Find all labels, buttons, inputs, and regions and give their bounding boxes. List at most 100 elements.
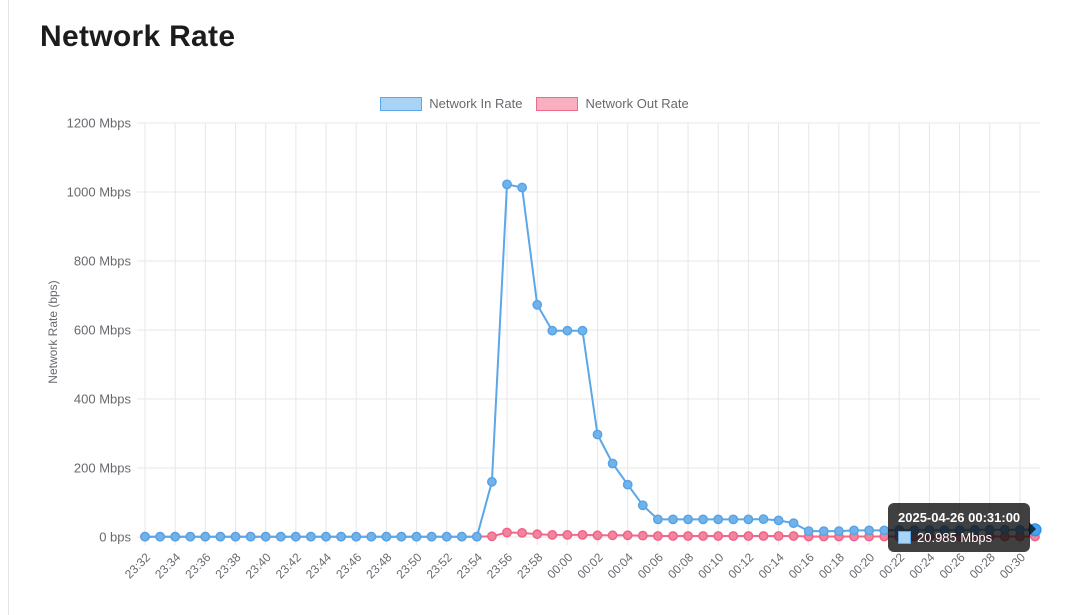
y-tick-label: 600 Mbps bbox=[74, 323, 132, 338]
x-tick-label: 00:02 bbox=[575, 550, 606, 581]
network-out-point[interactable] bbox=[532, 529, 543, 540]
network-in-point[interactable] bbox=[532, 299, 543, 310]
network-in-point[interactable] bbox=[396, 531, 407, 542]
network-in-point[interactable] bbox=[818, 526, 829, 536]
network-out-point[interactable] bbox=[502, 527, 512, 538]
tooltip-timestamp: 2025-04-26 00:31:00 bbox=[898, 510, 1021, 525]
network-in-point[interactable] bbox=[773, 515, 784, 526]
tooltip-series-row: 20.985 Mbps bbox=[898, 530, 1020, 545]
x-tick-label: 23:54 bbox=[454, 550, 485, 581]
network-in-point[interactable] bbox=[728, 514, 739, 525]
network-in-point[interactable] bbox=[849, 525, 859, 536]
network-in-point[interactable] bbox=[230, 531, 241, 542]
network-in-point[interactable] bbox=[275, 531, 286, 542]
network-in-point[interactable] bbox=[351, 531, 362, 542]
tooltip-series-swatch-icon bbox=[898, 531, 911, 544]
x-tick-label: 23:40 bbox=[243, 550, 274, 581]
network-in-point[interactable] bbox=[441, 531, 452, 542]
network-out-point[interactable] bbox=[653, 531, 663, 541]
network-in-point[interactable] bbox=[758, 514, 769, 524]
tooltip-caret-icon bbox=[1029, 522, 1043, 536]
network-out-point[interactable] bbox=[562, 530, 573, 540]
network-out-point[interactable] bbox=[683, 531, 693, 541]
network-in-point[interactable] bbox=[683, 514, 693, 525]
y-tick-label: 200 Mbps bbox=[74, 461, 132, 476]
network-in-point[interactable] bbox=[471, 531, 482, 542]
network-in-point[interactable] bbox=[834, 526, 844, 536]
network-in-point[interactable] bbox=[245, 531, 256, 542]
network-in-point[interactable] bbox=[215, 531, 226, 542]
legend-label-network-out: Network Out Rate bbox=[585, 96, 689, 111]
network-in-point[interactable] bbox=[185, 531, 196, 542]
network-out-point[interactable] bbox=[592, 530, 603, 541]
network-in-point[interactable] bbox=[577, 325, 588, 336]
network-out-point[interactable] bbox=[773, 531, 784, 541]
network-out-point[interactable] bbox=[713, 531, 724, 541]
x-tick-label: 23:42 bbox=[273, 550, 304, 581]
network-in-point[interactable] bbox=[366, 531, 377, 542]
network-out-point[interactable] bbox=[547, 530, 558, 540]
network-in-point[interactable] bbox=[547, 325, 558, 336]
network-in-point[interactable] bbox=[321, 531, 331, 542]
network-out-point[interactable] bbox=[607, 530, 618, 541]
network-out-point[interactable] bbox=[668, 531, 678, 541]
network-in-point[interactable] bbox=[140, 531, 150, 542]
network-in-swatch-icon bbox=[380, 96, 423, 111]
network-out-point[interactable] bbox=[788, 531, 799, 541]
network-out-point[interactable] bbox=[728, 531, 739, 541]
network-in-point[interactable] bbox=[713, 514, 724, 525]
x-tick-label: 00:16 bbox=[786, 550, 817, 581]
x-tick-label: 00:28 bbox=[967, 550, 998, 581]
x-tick-label: 00:12 bbox=[725, 550, 756, 581]
network-in-point[interactable] bbox=[668, 514, 678, 525]
network-in-point[interactable] bbox=[743, 514, 754, 525]
network-in-point[interactable] bbox=[788, 518, 799, 529]
network-out-point[interactable] bbox=[577, 530, 588, 540]
network-in-point[interactable] bbox=[155, 531, 166, 542]
network-in-point[interactable] bbox=[864, 525, 874, 536]
network-in-point[interactable] bbox=[562, 325, 573, 336]
y-axis-title: Network Rate (bps) bbox=[46, 280, 60, 384]
legend-item-network-out[interactable]: Network Out Rate bbox=[536, 96, 689, 111]
network-in-point[interactable] bbox=[381, 531, 392, 542]
network-in-point[interactable] bbox=[653, 514, 663, 525]
tooltip-value: 20.985 Mbps bbox=[917, 530, 993, 545]
network-in-point[interactable] bbox=[517, 182, 527, 193]
network-in-point[interactable] bbox=[502, 179, 512, 190]
network-in-point[interactable] bbox=[486, 476, 497, 487]
network-in-point[interactable] bbox=[592, 429, 603, 440]
network-in-point[interactable] bbox=[607, 458, 618, 469]
network-in-point[interactable] bbox=[200, 531, 211, 542]
x-tick-label: 00:00 bbox=[544, 550, 575, 581]
network-in-point[interactable] bbox=[170, 531, 181, 542]
network-out-point[interactable] bbox=[486, 531, 497, 542]
network-in-point[interactable] bbox=[622, 479, 633, 490]
network-out-point[interactable] bbox=[637, 530, 648, 541]
network-out-point[interactable] bbox=[622, 530, 633, 541]
x-tick-label: 23:52 bbox=[424, 550, 455, 581]
network-in-point[interactable] bbox=[411, 531, 422, 542]
network-in-point[interactable] bbox=[426, 531, 437, 542]
network-out-point[interactable] bbox=[743, 531, 754, 541]
network-in-point[interactable] bbox=[456, 531, 467, 542]
panel-left-border bbox=[8, 0, 9, 615]
x-tick-label: 23:44 bbox=[303, 550, 334, 581]
x-tick-label: 00:10 bbox=[695, 550, 726, 581]
x-tick-label: 23:32 bbox=[122, 550, 153, 581]
y-tick-label: 400 Mbps bbox=[74, 392, 132, 407]
x-tick-label: 00:04 bbox=[605, 550, 636, 581]
legend-item-network-in[interactable]: Network In Rate bbox=[380, 96, 522, 111]
network-in-point[interactable] bbox=[803, 526, 814, 536]
network-in-point[interactable] bbox=[336, 531, 346, 542]
network-in-point[interactable] bbox=[290, 531, 301, 542]
network-out-point[interactable] bbox=[698, 531, 708, 541]
network-out-point[interactable] bbox=[758, 531, 769, 541]
network-in-point[interactable] bbox=[637, 500, 648, 511]
network-in-point[interactable] bbox=[260, 531, 271, 542]
network-out-point[interactable] bbox=[517, 528, 527, 538]
network-in-point[interactable] bbox=[305, 531, 316, 542]
network-in-point[interactable] bbox=[698, 514, 708, 525]
x-tick-label: 23:34 bbox=[152, 550, 183, 581]
